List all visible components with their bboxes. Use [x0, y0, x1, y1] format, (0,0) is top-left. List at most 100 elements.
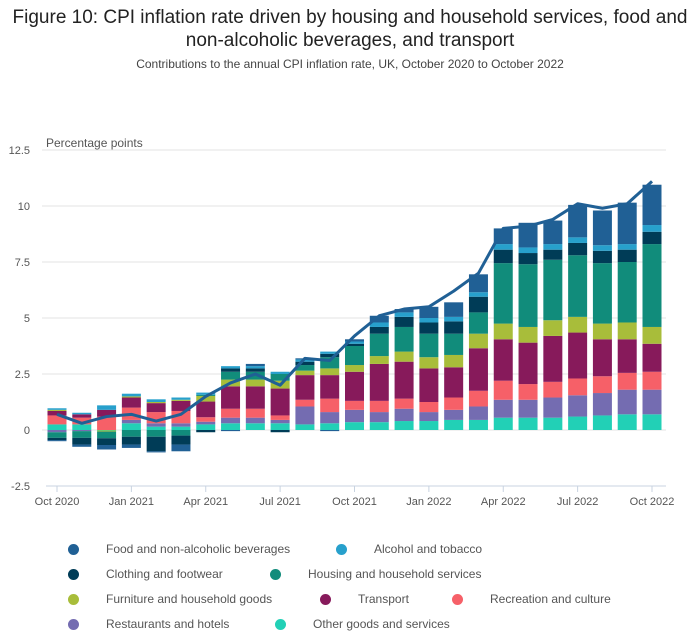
bar-segment — [147, 430, 166, 437]
bar-segment — [370, 364, 389, 401]
legend-label: Recreation and culture — [490, 592, 611, 606]
x-tick-label: Oct 2020 — [35, 496, 80, 508]
bar-segment — [444, 398, 463, 410]
bar-segment — [246, 423, 265, 430]
bar-segment — [543, 244, 562, 250]
bar-segment — [618, 322, 637, 339]
bar-segment — [568, 205, 587, 237]
bar-segment — [444, 367, 463, 397]
bar-segment — [519, 400, 538, 418]
bar-segment — [147, 437, 166, 452]
bar-segment — [295, 406, 314, 424]
bar-segment — [643, 327, 662, 344]
bar-segment — [196, 422, 215, 425]
bar-segment — [395, 421, 414, 430]
legend-swatch — [270, 569, 281, 580]
bar-segment — [419, 402, 438, 412]
bar-segment — [72, 431, 91, 438]
bar-segment — [568, 243, 587, 255]
bar-segment — [395, 409, 414, 421]
x-tick-label: Oct 2021 — [332, 496, 377, 508]
bar-segment — [370, 322, 389, 326]
bar-segment — [593, 393, 612, 415]
bar-segment — [97, 438, 116, 445]
bar-segment — [519, 343, 538, 384]
bar-segment — [246, 380, 265, 387]
bar-segment — [494, 263, 513, 323]
bar-segment — [444, 355, 463, 367]
bar-segment — [419, 334, 438, 358]
bar-segment — [171, 423, 190, 426]
bar-segment — [295, 400, 314, 407]
bar-segment — [469, 348, 488, 391]
bar-segment — [72, 438, 91, 445]
bar-segment — [469, 406, 488, 419]
bar-segment — [618, 244, 637, 250]
bar-segment — [469, 334, 488, 349]
legend-label: Food and non-alcoholic beverages — [106, 542, 290, 556]
bar-segment — [370, 401, 389, 412]
bar-segment — [295, 371, 314, 375]
bar-segment — [122, 423, 141, 430]
bar-segment — [171, 427, 190, 430]
bar-segment — [246, 364, 265, 366]
bar-segment — [345, 401, 364, 410]
bar-segment — [48, 424, 67, 430]
bar-segment — [643, 390, 662, 415]
bar-segment — [494, 400, 513, 418]
bar-segment — [618, 339, 637, 373]
bars — [48, 185, 662, 453]
x-tick-label: Jan 2022 — [406, 496, 451, 508]
bar-segment — [519, 327, 538, 343]
bar-segment — [246, 386, 265, 408]
bar-segment — [122, 437, 141, 445]
bar-segment — [97, 432, 116, 439]
bar-segment — [543, 250, 562, 260]
bar-segment — [345, 422, 364, 430]
legend-label: Transport — [358, 592, 409, 606]
bar-segment — [568, 378, 587, 395]
bar-segment — [419, 357, 438, 368]
bar-segment — [370, 327, 389, 334]
bar-segment — [171, 430, 190, 436]
bar-segment — [221, 409, 240, 418]
bar-segment — [320, 412, 339, 423]
bar-segment — [196, 402, 215, 418]
bar-segment — [568, 255, 587, 317]
bar-segment — [593, 339, 612, 376]
bar-segment — [519, 253, 538, 264]
bar-segment — [543, 336, 562, 382]
bar-segment — [147, 427, 166, 430]
bar-segment — [122, 396, 141, 397]
y-tick-label: 7.5 — [15, 257, 30, 269]
bar-segment — [370, 356, 389, 364]
bar-segment — [97, 430, 116, 431]
bar-segment — [643, 232, 662, 244]
legend-swatch — [68, 544, 79, 555]
bar-segment — [519, 264, 538, 327]
legend-swatch — [68, 619, 79, 630]
bar-segment — [419, 318, 438, 322]
bar-segment — [295, 375, 314, 400]
legend-label: Restaurants and hotels — [106, 617, 229, 631]
x-tick-label: Apr 2022 — [481, 496, 526, 508]
bar-segment — [345, 365, 364, 372]
legend-label: Other goods and services — [313, 617, 450, 631]
bar-segment — [221, 418, 240, 424]
bar-segment — [196, 417, 215, 421]
legend-swatch — [275, 619, 286, 630]
bar-segment — [171, 400, 190, 401]
bar-segment — [395, 399, 414, 409]
bar-segment — [618, 250, 637, 262]
bar-segment — [519, 384, 538, 400]
bar-segment — [271, 420, 290, 423]
bar-segment — [395, 317, 414, 327]
bar-segment — [568, 333, 587, 379]
legend-swatch — [336, 544, 347, 555]
bar-segment — [593, 245, 612, 251]
bar-segment — [48, 430, 67, 432]
bar-segment — [419, 412, 438, 421]
